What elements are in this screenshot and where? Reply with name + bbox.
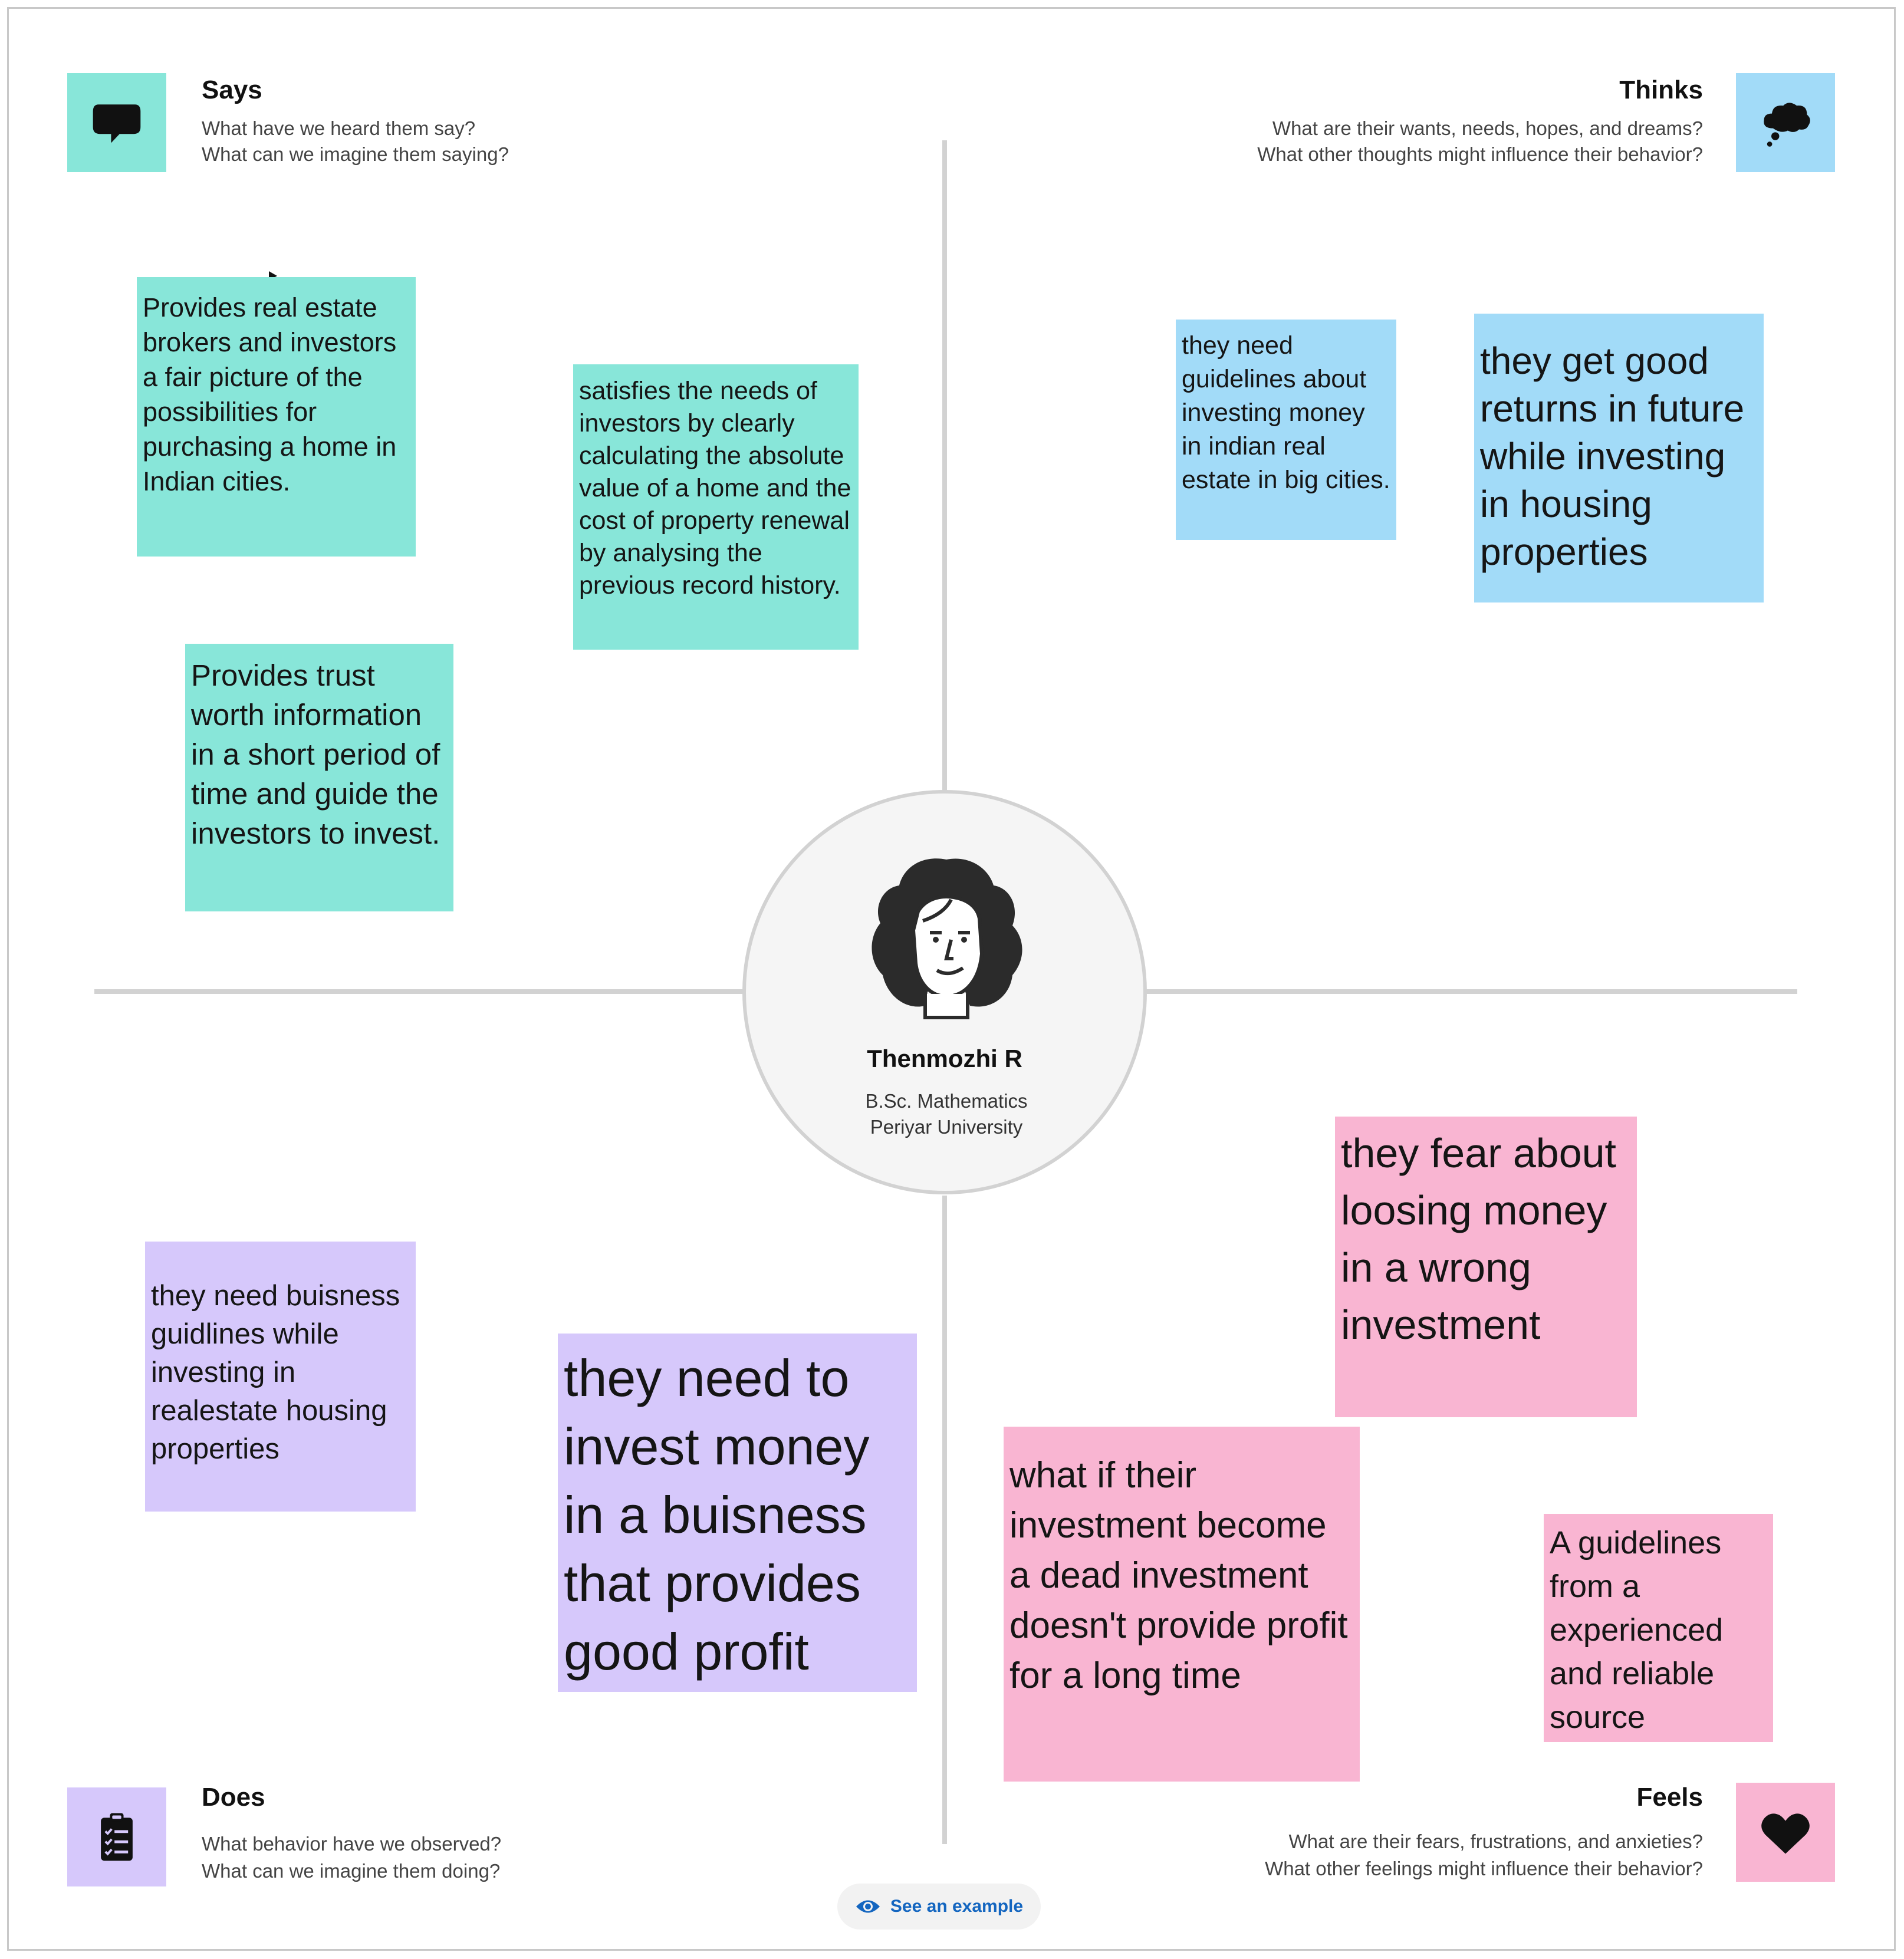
sticky-note-feels-3[interactable]: A guidelines from a experienced and reli…: [1544, 1514, 1773, 1742]
sticky-note-does-2[interactable]: they need to invest money in a buisness …: [558, 1334, 917, 1692]
says-question-2: What can we imagine them saying?: [202, 143, 509, 165]
feels-title: Feels: [1636, 1783, 1703, 1812]
see-example-label: See an example: [890, 1897, 1024, 1916]
does-title: Does: [202, 1783, 265, 1812]
does-question-2: What can we imagine them doing?: [202, 1860, 501, 1882]
persona-name: Thenmozhi R: [867, 1045, 1022, 1072]
sticky-note-says-3[interactable]: Provides trust worth information in a sh…: [185, 644, 453, 911]
persona-degree: B.Sc. Mathematics: [865, 1090, 1028, 1112]
says-title: Says: [202, 75, 262, 104]
sticky-note-does-1[interactable]: they need buisness guidlines while inves…: [145, 1242, 416, 1512]
thinks-question-1: What are their wants, needs, hopes, and …: [1272, 117, 1703, 139]
eye-icon: [856, 1900, 880, 1913]
persona-details: B.Sc. Mathematics Periyar University: [781, 1088, 1112, 1140]
see-example-button[interactable]: See an example: [837, 1884, 1041, 1930]
speech-bubble-icon: [67, 73, 166, 172]
feels-question-2: What other feelings might influence thei…: [1265, 1858, 1703, 1879]
person-avatar-icon: [872, 858, 1022, 1019]
sticky-note-thinks-1[interactable]: they need guidelines about investing mon…: [1176, 320, 1396, 540]
sticky-note-says-2[interactable]: satisfies the needs of investors by clea…: [573, 364, 859, 650]
persona-circle: Thenmozhi R B.Sc. Mathematics Periyar Un…: [742, 790, 1147, 1194]
clipboard-icon: [67, 1787, 166, 1886]
thinks-question-2: What other thoughts might influence thei…: [1257, 143, 1703, 165]
sticky-note-feels-1[interactable]: they fear about loosing money in a wrong…: [1335, 1117, 1637, 1417]
thought-cloud-icon: [1736, 73, 1835, 172]
axis-horizontal-left: [94, 989, 744, 994]
persona-university: Periyar University: [870, 1116, 1023, 1138]
heart-icon: [1736, 1783, 1835, 1882]
sticky-note-feels-2[interactable]: what if their investment become a dead i…: [1004, 1427, 1360, 1782]
does-question-1: What behavior have we observed?: [202, 1833, 502, 1855]
axis-horizontal-right: [1146, 989, 1797, 994]
feels-question-1: What are their fears, frustrations, and …: [1288, 1830, 1703, 1852]
axis-vertical-bottom: [942, 1196, 947, 1844]
thinks-title: Thinks: [1619, 75, 1703, 104]
sticky-note-thinks-2[interactable]: they get good returns in future while in…: [1474, 314, 1764, 602]
axis-vertical-top: [942, 140, 947, 791]
sticky-note-says-1[interactable]: Provides real estate brokers and investo…: [137, 277, 416, 557]
says-question-1: What have we heard them say?: [202, 117, 476, 139]
